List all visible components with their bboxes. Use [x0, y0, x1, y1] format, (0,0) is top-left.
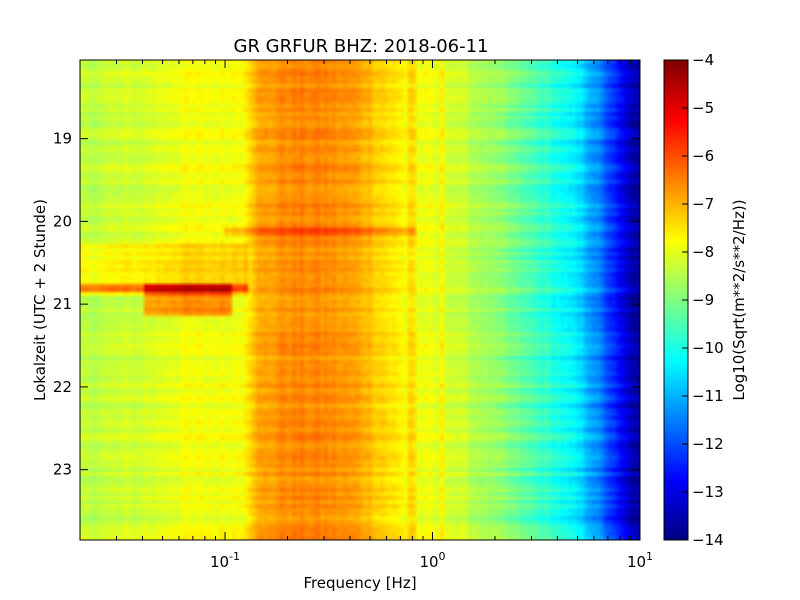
- y-axis-label: Lokalzeit (UTC + 2 Stunde): [31, 199, 49, 401]
- y-tick-label: 23: [53, 461, 72, 479]
- colorbar-tick-label: −10: [692, 339, 724, 357]
- colorbar-tick-label: −13: [692, 483, 724, 501]
- x-tick-label: 101: [627, 550, 653, 571]
- x-tick-label: 100: [419, 550, 445, 571]
- x-tick-label: 10-1: [210, 550, 240, 571]
- colorbar-tick-label: −6: [692, 147, 714, 165]
- y-tick-label: 21: [53, 295, 72, 313]
- y-tick-label: 22: [53, 378, 72, 396]
- colorbar-tick-label: −12: [692, 435, 724, 453]
- colorbar-tick-label: −5: [692, 99, 714, 117]
- plot-frame: [79, 59, 641, 541]
- colorbar-tick-label: −14: [692, 531, 724, 549]
- colorbar-tick-label: −4: [692, 51, 714, 69]
- x-axis-label: Frequency [Hz]: [303, 574, 416, 592]
- colorbar-tick-label: −11: [692, 387, 724, 405]
- colorbar: −4 −5 −6 −7 −8 −9 −10 −11 −12 −13 −14 Log10(Sqrt(m…: [663, 51, 748, 549]
- y-tick-label: 20: [53, 212, 72, 230]
- colorbar-ticks: −4 −5 −6 −7 −8 −9 −10 −11 −12 −13 −14: [682, 51, 724, 549]
- y-axis: 19 20 21 22 23: [53, 130, 640, 479]
- colorbar-tick-label: −9: [692, 291, 714, 309]
- chart-title: GR GRFUR BHZ: 2018-06-11: [234, 36, 489, 57]
- x-axis: 10-1 100 101: [79, 60, 653, 571]
- colorbar-tick-label: −7: [692, 195, 714, 213]
- plot-area: [79, 59, 641, 541]
- heatmap-image: [80, 60, 640, 540]
- colorbar-tick-label: −8: [692, 243, 714, 261]
- y-tick-label: 19: [53, 130, 72, 148]
- colorbar-label: Log10(Sqrt(m**2/s**2/Hz)): [730, 199, 748, 400]
